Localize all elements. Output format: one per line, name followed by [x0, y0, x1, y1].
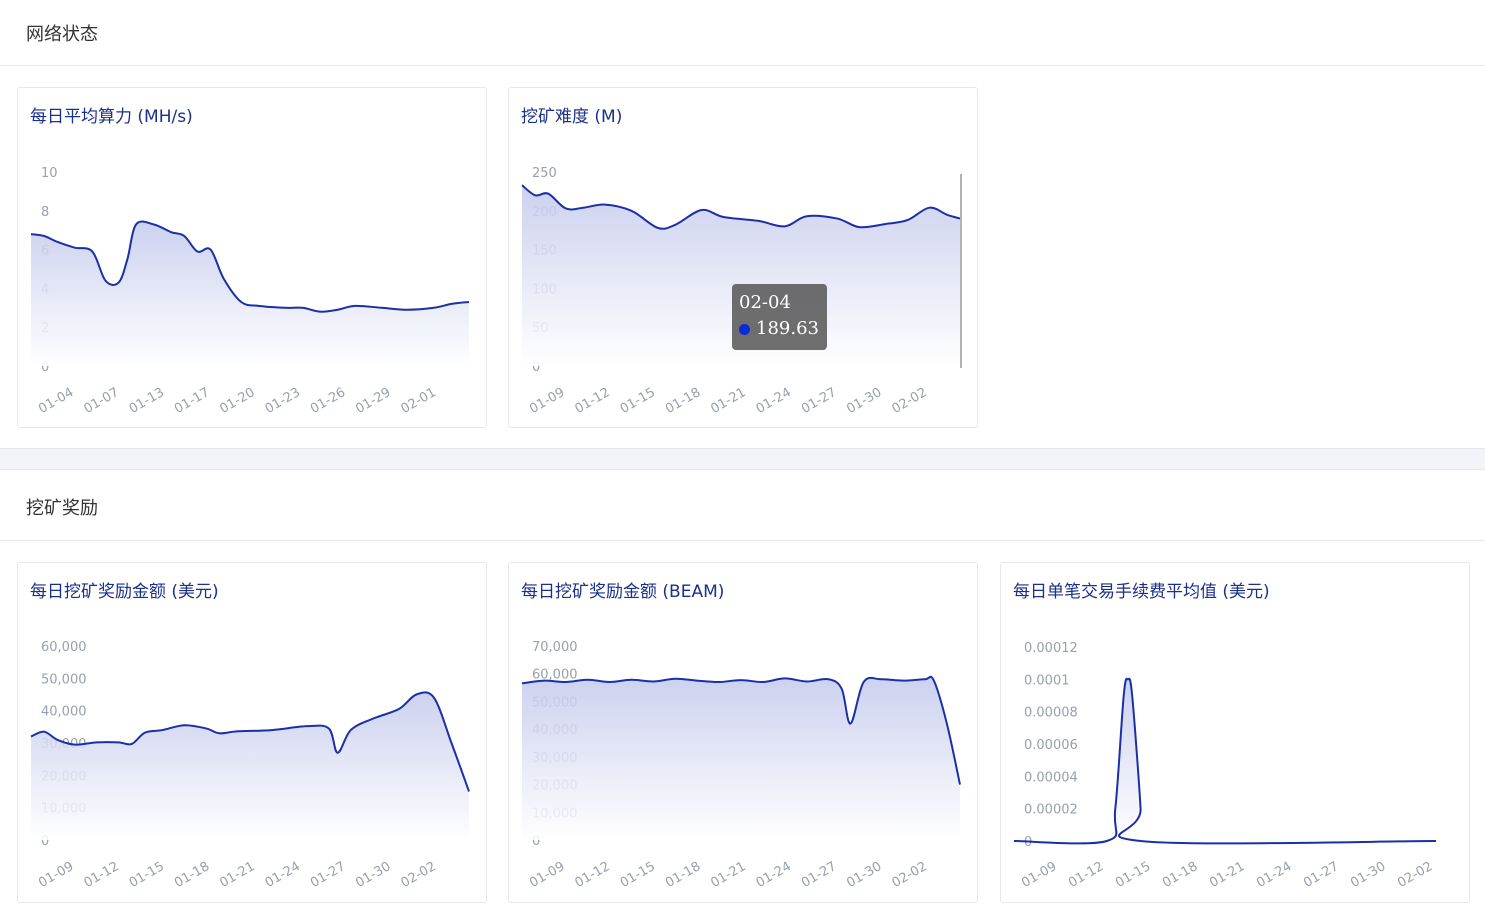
network-status-header: 网络状态	[0, 0, 1485, 66]
x-tick-label: 01-21	[708, 859, 748, 891]
y-tick-label: 0.00012	[1024, 641, 1078, 656]
x-tick-label: 01-18	[663, 385, 703, 417]
y-tick-label: 0.00008	[1024, 706, 1078, 721]
y-tick-label: 0.00006	[1024, 738, 1078, 753]
x-tick-label: 01-27	[799, 385, 839, 417]
y-tick-label: 0	[532, 360, 540, 375]
x-tick-label: 02-02	[890, 385, 930, 417]
y-tick-label: 70,000	[532, 640, 578, 655]
x-tick-label: 01-27	[799, 859, 839, 891]
y-tick-label: 10	[41, 166, 58, 181]
x-tick-label: 01-15	[1113, 859, 1153, 891]
x-tick-label: 01-09	[527, 859, 567, 891]
chart-title: 每日挖矿奖励金额 (美元)	[30, 582, 219, 602]
y-tick-label: 60,000	[532, 668, 578, 683]
chart-card-hashrate: 每日平均算力 (MH/s) 024681001-0401-0701-1301-1…	[17, 87, 487, 428]
x-tick-label: 01-18	[1160, 859, 1200, 891]
x-tick-label: 01-20	[217, 385, 257, 417]
chart-title: 每日平均算力 (MH/s)	[30, 107, 193, 127]
y-tick-label: 0	[532, 834, 540, 849]
y-tick-label: 50,000	[41, 672, 87, 687]
section-title-network: 网络状态	[26, 24, 98, 45]
x-tick-label: 01-12	[572, 859, 612, 891]
x-tick-label: 01-26	[308, 385, 348, 417]
chart-tooltip: 02-04 189.63	[732, 284, 827, 350]
chart-fee-usd[interactable]: 00.000020.000040.000060.000080.00010.000…	[1001, 563, 1471, 904]
series-line[interactable]	[521, 675, 961, 785]
x-tick-label: 02-01	[399, 385, 439, 417]
y-tick-label: 0.00004	[1024, 770, 1078, 785]
x-tick-label: 01-12	[1066, 859, 1106, 891]
section-divider	[0, 448, 1485, 470]
x-tick-label: 01-18	[172, 859, 212, 891]
x-tick-label: 01-30	[1348, 859, 1388, 891]
x-tick-label: 01-09	[1019, 859, 1059, 891]
section-title-mining: 挖矿奖励	[26, 498, 98, 519]
y-tick-label: 60,000	[41, 640, 87, 655]
series-area	[31, 221, 469, 366]
x-tick-label: 01-07	[81, 385, 121, 417]
series-area	[522, 185, 960, 366]
x-tick-label: 01-21	[1207, 859, 1247, 891]
x-tick-label: 01-30	[844, 385, 884, 417]
y-tick-label: 40,000	[41, 705, 87, 720]
y-tick-label: 0.0001	[1024, 673, 1070, 688]
chart-title: 挖矿难度 (M)	[521, 107, 623, 127]
tooltip-value-row: 189.63	[739, 316, 819, 342]
chart-title: 每日单笔交易手续费平均值 (美元)	[1013, 582, 1270, 602]
x-tick-label: 01-21	[708, 385, 748, 417]
series-area	[1014, 678, 1436, 844]
chart-card-difficulty: 挖矿难度 (M) 05010015020025001-0901-1201-150…	[508, 87, 978, 428]
x-tick-label: 01-23	[263, 385, 303, 417]
series-line[interactable]	[521, 184, 961, 230]
x-tick-label: 01-09	[527, 385, 567, 417]
chart-hashrate[interactable]: 024681001-0401-0701-1301-1701-2001-2301-…	[18, 88, 488, 429]
x-tick-label: 01-15	[618, 385, 658, 417]
y-tick-label: 0.00002	[1024, 803, 1078, 818]
x-tick-label: 01-09	[36, 859, 76, 891]
chart-card-reward-usd: 每日挖矿奖励金额 (美元) 010,00020,00030,00040,0005…	[17, 562, 487, 903]
chart-reward-beam[interactable]: 010,00020,00030,00040,00050,00060,00070,…	[509, 563, 979, 904]
x-tick-label: 01-21	[217, 859, 257, 891]
y-tick-label: 0	[41, 360, 49, 375]
x-tick-label: 02-02	[890, 859, 930, 891]
chart-reward-usd[interactable]: 010,00020,00030,00040,00050,00060,00001-…	[18, 563, 488, 904]
x-tick-label: 01-15	[618, 859, 658, 891]
y-tick-label: 8	[41, 205, 49, 220]
x-tick-label: 01-18	[663, 859, 703, 891]
x-tick-label: 01-24	[1254, 859, 1294, 891]
x-tick-label: 01-13	[127, 385, 167, 417]
x-tick-label: 01-30	[353, 859, 393, 891]
series-area	[522, 676, 960, 840]
x-tick-label: 01-12	[81, 859, 121, 891]
x-tick-label: 01-04	[36, 385, 76, 417]
x-tick-label: 01-12	[572, 385, 612, 417]
x-tick-label: 01-27	[308, 859, 348, 891]
x-tick-label: 01-30	[844, 859, 884, 891]
x-tick-label: 01-17	[172, 385, 212, 417]
chart-card-reward-beam: 每日挖矿奖励金额 (BEAM) 010,00020,00030,00040,00…	[508, 562, 978, 903]
series-line[interactable]	[1013, 677, 1437, 845]
y-tick-label: 250	[532, 166, 557, 181]
x-tick-label: 01-24	[754, 385, 794, 417]
x-tick-label: 01-27	[1301, 859, 1341, 891]
series-line[interactable]	[30, 691, 470, 792]
x-tick-label: 01-24	[754, 859, 794, 891]
x-tick-label: 02-02	[1395, 859, 1435, 891]
tooltip-value: 189.63	[756, 318, 819, 339]
series-area	[31, 692, 469, 840]
chart-card-fee-usd: 每日单笔交易手续费平均值 (美元) 0 0.00002 0.00004 0.00006…	[1000, 562, 1470, 903]
series-line[interactable]	[30, 220, 470, 313]
tooltip-date: 02-04	[739, 292, 791, 313]
x-tick-label: 01-15	[127, 859, 167, 891]
x-tick-label: 01-29	[353, 385, 393, 417]
x-tick-label: 02-02	[399, 859, 439, 891]
mining-reward-header: 挖矿奖励	[0, 470, 1485, 541]
y-tick-label: 0	[41, 834, 49, 849]
chart-difficulty[interactable]: 05010015020025001-0901-1201-1501-1801-21…	[509, 88, 979, 429]
chart-title: 每日挖矿奖励金额 (BEAM)	[521, 582, 725, 602]
x-tick-label: 01-24	[263, 859, 303, 891]
series-marker-icon	[739, 323, 750, 335]
